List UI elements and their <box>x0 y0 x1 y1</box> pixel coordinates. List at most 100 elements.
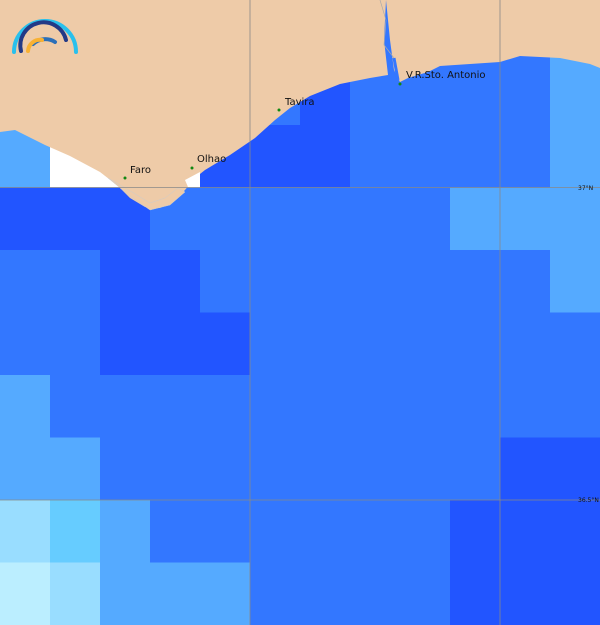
grid-cell <box>250 312 301 376</box>
grid-cell <box>550 250 600 313</box>
grid-cell <box>100 312 151 376</box>
grid-cell <box>50 562 101 625</box>
grid-cell <box>400 437 451 501</box>
grid-cell <box>550 437 600 501</box>
grid-cell <box>100 250 151 313</box>
grid-cell <box>300 562 351 625</box>
grid-cell <box>50 187 101 251</box>
grid-cell <box>250 375 301 438</box>
place-label-vrsa: V.R.Sto. Antonio <box>406 70 486 81</box>
grid-cell <box>300 500 351 563</box>
faro-marker <box>123 176 127 180</box>
grid-cell <box>200 562 251 625</box>
guadiana-river <box>392 57 400 81</box>
grid-cell <box>0 375 51 438</box>
grid-cell <box>0 437 51 501</box>
grid-cell <box>400 187 451 251</box>
grid-cell <box>400 250 451 313</box>
grid-cell <box>500 125 551 188</box>
grid-cell <box>200 187 251 251</box>
grid-cell <box>550 500 600 563</box>
grid-cell <box>450 187 501 251</box>
grid-cell <box>100 437 151 501</box>
place-markers <box>123 82 402 180</box>
grid-cell <box>100 562 151 625</box>
grid-cell <box>450 437 501 501</box>
grid-cell <box>0 187 51 251</box>
grid-cell <box>200 375 251 438</box>
grid-cell <box>500 250 551 313</box>
tavira-marker <box>277 108 281 112</box>
grid-cell <box>50 375 101 438</box>
grid-cell <box>0 312 51 376</box>
grid-cell <box>200 312 251 376</box>
place-label-tavira: Tavira <box>284 97 315 108</box>
grid-cell <box>200 250 251 313</box>
grid-cell <box>500 312 551 376</box>
grid-cell <box>450 500 501 563</box>
grid-cell <box>50 500 101 563</box>
grid-cell <box>500 62 551 126</box>
grid-cell <box>400 312 451 376</box>
grid-cell <box>350 562 401 625</box>
grid-cell <box>450 562 501 625</box>
grid-cell <box>400 500 451 563</box>
grid-cell <box>550 125 600 188</box>
grid-cell <box>350 125 401 188</box>
grid-cell <box>400 375 451 438</box>
place-label-olhao: Olhao <box>197 154 226 165</box>
grid-cell <box>0 500 51 563</box>
grid-cell <box>500 437 551 501</box>
grid-cell <box>400 562 451 625</box>
grid-cell <box>200 500 251 563</box>
grid-cell <box>300 312 351 376</box>
grid-cell <box>300 437 351 501</box>
grid-cell <box>150 500 201 563</box>
grid-cell <box>500 500 551 563</box>
grid-cell <box>350 312 401 376</box>
grid-cell <box>150 250 201 313</box>
grid-cell <box>150 375 201 438</box>
grid-cell <box>350 250 401 313</box>
grid-cell <box>550 375 600 438</box>
grid-cell <box>500 375 551 438</box>
lat-label-37: 37°N <box>578 185 593 192</box>
grid-cell <box>350 437 401 501</box>
grid-cell <box>50 437 101 501</box>
grid-cell <box>500 562 551 625</box>
grid-cell <box>250 437 301 501</box>
no-data-area <box>50 148 200 187</box>
grid-cell <box>300 125 351 188</box>
vrsa-marker <box>398 82 402 86</box>
grid-cell <box>350 187 401 251</box>
grid-cell <box>50 312 101 376</box>
grid-cell <box>300 250 351 313</box>
grid-cell <box>300 375 351 438</box>
faro-lagoon-islands <box>107 177 186 211</box>
grid-cell <box>0 562 51 625</box>
wave-arcs-logo <box>12 19 78 54</box>
grid-cell <box>250 250 301 313</box>
grid-cell <box>250 562 301 625</box>
grid-cell <box>200 437 251 501</box>
lat-label-36-5: 36.5°N <box>578 497 599 504</box>
land-area <box>0 0 600 208</box>
grid-cell <box>450 125 501 188</box>
grid-cell <box>0 250 51 313</box>
grid-cell <box>100 500 151 563</box>
olhao-marker <box>190 166 194 170</box>
grid-cell <box>250 125 301 188</box>
grid-cell <box>100 375 151 438</box>
grid-cell <box>150 437 201 501</box>
grid-cell <box>300 187 351 251</box>
place-label-faro: Faro <box>130 165 151 176</box>
grid-cell <box>400 125 451 188</box>
grid-cell <box>250 187 301 251</box>
grid-cell <box>450 250 501 313</box>
grid-cell <box>450 312 501 376</box>
grid-cell <box>150 312 201 376</box>
grid-cell <box>500 187 551 251</box>
